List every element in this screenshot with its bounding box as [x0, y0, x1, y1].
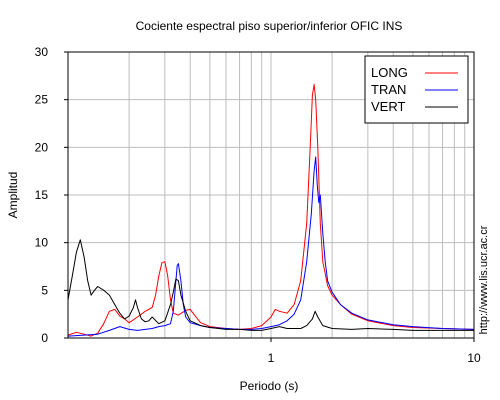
x-tick-label: 1 [268, 351, 275, 365]
y-tick-label: 15 [35, 188, 49, 202]
tick-marks: 0 5 10 15 20 25 30 1 10 [35, 45, 481, 365]
x-axis-label: Periodo (s) [240, 379, 299, 393]
chart-title: Cociente espectral piso superior/inferio… [136, 19, 403, 33]
legend-box [364, 55, 469, 124]
y-tick-label: 0 [41, 331, 48, 345]
y-tick-label: 10 [35, 236, 49, 250]
plot-lines [67, 83, 475, 337]
legend-label-vert: VERT [371, 99, 405, 114]
side-url-text: http://www.lis.ucr.ac.cr [478, 225, 490, 334]
y-tick-label: 20 [35, 140, 49, 154]
series-line-vert [67, 239, 474, 331]
legend-label-long: LONG [371, 65, 408, 80]
legend-label-tran: TRAN [371, 82, 406, 97]
y-tick-label: 25 [35, 93, 49, 107]
series-line-tran [67, 156, 475, 337]
x-tick-label: 10 [467, 351, 481, 365]
y-tick-label: 5 [41, 283, 48, 297]
y-tick-label: 30 [35, 45, 49, 59]
y-axis-label: Amplitud [6, 172, 20, 219]
legend: LONG TRAN VERT [364, 55, 469, 124]
